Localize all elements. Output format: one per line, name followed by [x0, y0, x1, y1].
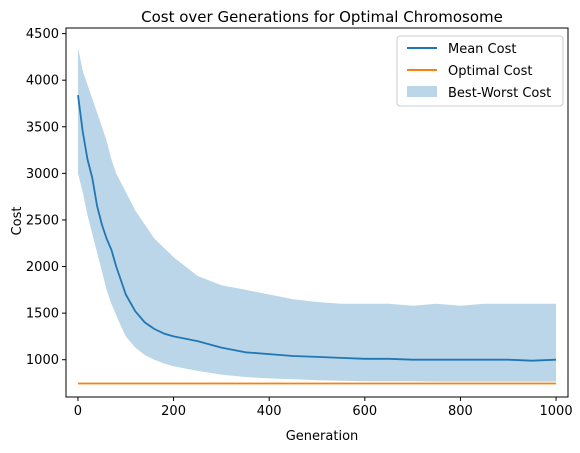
- y-axis-ticks: 1000 1500 2000 2500 3000 3500 4000 4500: [26, 27, 66, 368]
- x-tick-label: 1000: [540, 404, 573, 419]
- band-layer: [78, 47, 556, 382]
- x-tick-label: 600: [352, 404, 377, 419]
- legend: Mean Cost Optimal Cost Best-Worst Cost: [396, 35, 564, 107]
- y-tick-label: 2500: [26, 213, 59, 228]
- plot-area: [77, 47, 557, 385]
- y-tick-label: 2000: [26, 260, 59, 275]
- legend-swatch-best-worst-cost: [407, 86, 437, 97]
- chart-title: Cost over Generations for Optimal Chromo…: [141, 8, 503, 26]
- legend-label-optimal-cost: Optimal Cost: [448, 64, 532, 79]
- y-axis-label: Cost: [10, 207, 25, 236]
- line-mean-cost: [77, 94, 557, 362]
- x-axis-ticks: 0 200 400 600 800 1000: [74, 397, 573, 419]
- y-tick-label: 4500: [26, 27, 59, 42]
- y-tick-label: 4000: [26, 74, 59, 89]
- legend-box: [396, 35, 564, 107]
- legend-label-mean-cost: Mean Cost: [448, 42, 516, 57]
- x-tick-label: 0: [74, 404, 82, 419]
- y-tick-label: 1000: [26, 353, 59, 368]
- line-layer: [77, 94, 557, 385]
- x-tick-label: 800: [448, 404, 473, 419]
- y-tick-label: 3000: [26, 167, 59, 182]
- band-best-worst-cost: [78, 47, 556, 382]
- axes-frame: [65, 27, 569, 398]
- y-tick-label: 3500: [26, 120, 59, 135]
- x-tick-label: 200: [161, 404, 186, 419]
- x-tick-label: 400: [257, 404, 282, 419]
- y-tick-label: 1500: [26, 307, 59, 322]
- legend-label-best-worst-cost: Best-Worst Cost: [448, 86, 551, 101]
- x-axis-label: Generation: [286, 429, 359, 444]
